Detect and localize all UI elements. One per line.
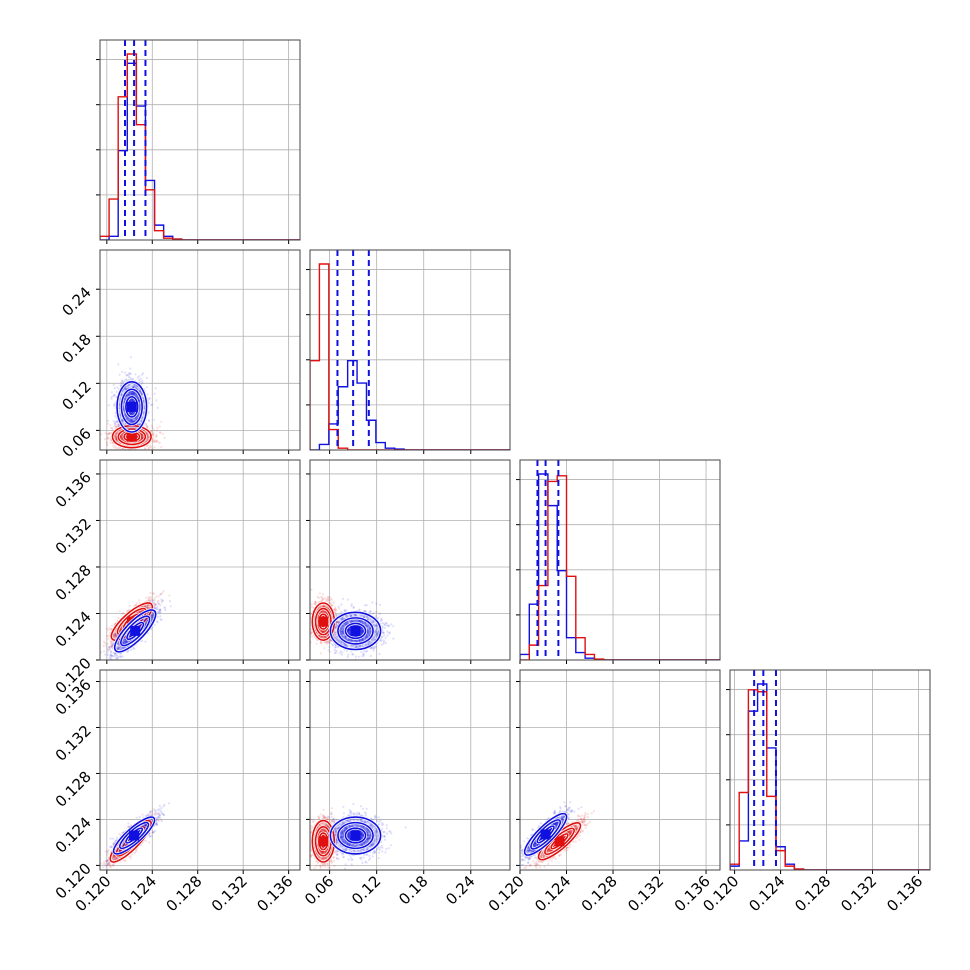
- y-tick-label: 0.18: [58, 330, 94, 366]
- y-tick-label: 0.12: [58, 377, 94, 413]
- x-tick-label: 0.18: [395, 872, 431, 908]
- x-tick-label: 0.132: [208, 872, 251, 915]
- x-tick-label: 0.124: [531, 872, 574, 915]
- x-tick-label: 0.06: [301, 872, 337, 908]
- histogram-panel-1-1: [306, 250, 510, 454]
- panel-background: [100, 40, 300, 240]
- y-tick-label: 0.132: [52, 515, 95, 558]
- histogram-panel-0-0: [96, 40, 300, 244]
- panel-background: [730, 670, 930, 870]
- x-tick-label: 0.120: [485, 872, 528, 915]
- y-tick-label: 0.124: [52, 814, 95, 857]
- x-tick-label: 0.132: [624, 872, 667, 915]
- blue-density-peak: [130, 626, 140, 636]
- x-tick-label: 0.124: [117, 872, 160, 915]
- y-tick-label: 0.132: [52, 722, 95, 765]
- blue-density-peak: [541, 829, 551, 839]
- pair-panel-2-0: 0.1200.1240.1280.1320.136: [52, 460, 300, 697]
- red-density-peak: [318, 836, 328, 846]
- blue-density-peak: [129, 831, 139, 841]
- pair-panel-3-1: 0.06 0.12 0.18 0.24: [301, 670, 510, 908]
- y-tick-label: 0.128: [52, 768, 95, 811]
- x-tick-label: 0.136: [253, 872, 296, 915]
- y-tick-label: 0.128: [52, 561, 95, 604]
- pair-panel-3-2: 0.120 0.124 0.128 0.132 0.136: [485, 670, 720, 915]
- histogram-panel-3-3: 0.120 0.124 0.128 0.132 0.136: [699, 670, 930, 915]
- pair-panel-2-1: [306, 460, 510, 664]
- blue-density-peak: [127, 402, 137, 412]
- y-tick-label: 0.136: [52, 468, 95, 511]
- y-tick-label: 0.24: [58, 283, 94, 319]
- x-tick-label: 0.124: [745, 872, 788, 915]
- x-tick-label: 0.128: [791, 872, 834, 915]
- red-density-peak: [318, 617, 328, 627]
- panel-background: [310, 250, 510, 450]
- y-tick-label: 0.124: [52, 608, 95, 651]
- blue-density-peak: [351, 626, 361, 636]
- x-tick-label: 0.128: [162, 872, 205, 915]
- red-density-peak: [555, 836, 565, 846]
- histogram-panel-2-2: [516, 460, 720, 664]
- panel-background: [520, 460, 720, 660]
- x-tick-label: 0.132: [837, 872, 880, 915]
- pair-panel-3-0: 0.120 0.124 0.128 0.132 0.1360.1200.1240.128…: [52, 670, 300, 915]
- x-tick-label: 0.128: [578, 872, 621, 915]
- x-tick-label: 0.136: [883, 872, 926, 915]
- pair-panel-1-0: 0.06 0.12 0.18 0.24: [58, 250, 300, 461]
- y-tick-label: 0.06: [58, 424, 94, 460]
- x-tick-label: 0.12: [348, 872, 384, 908]
- blue-density-peak: [351, 831, 361, 841]
- x-tick-label: 0.24: [442, 872, 478, 908]
